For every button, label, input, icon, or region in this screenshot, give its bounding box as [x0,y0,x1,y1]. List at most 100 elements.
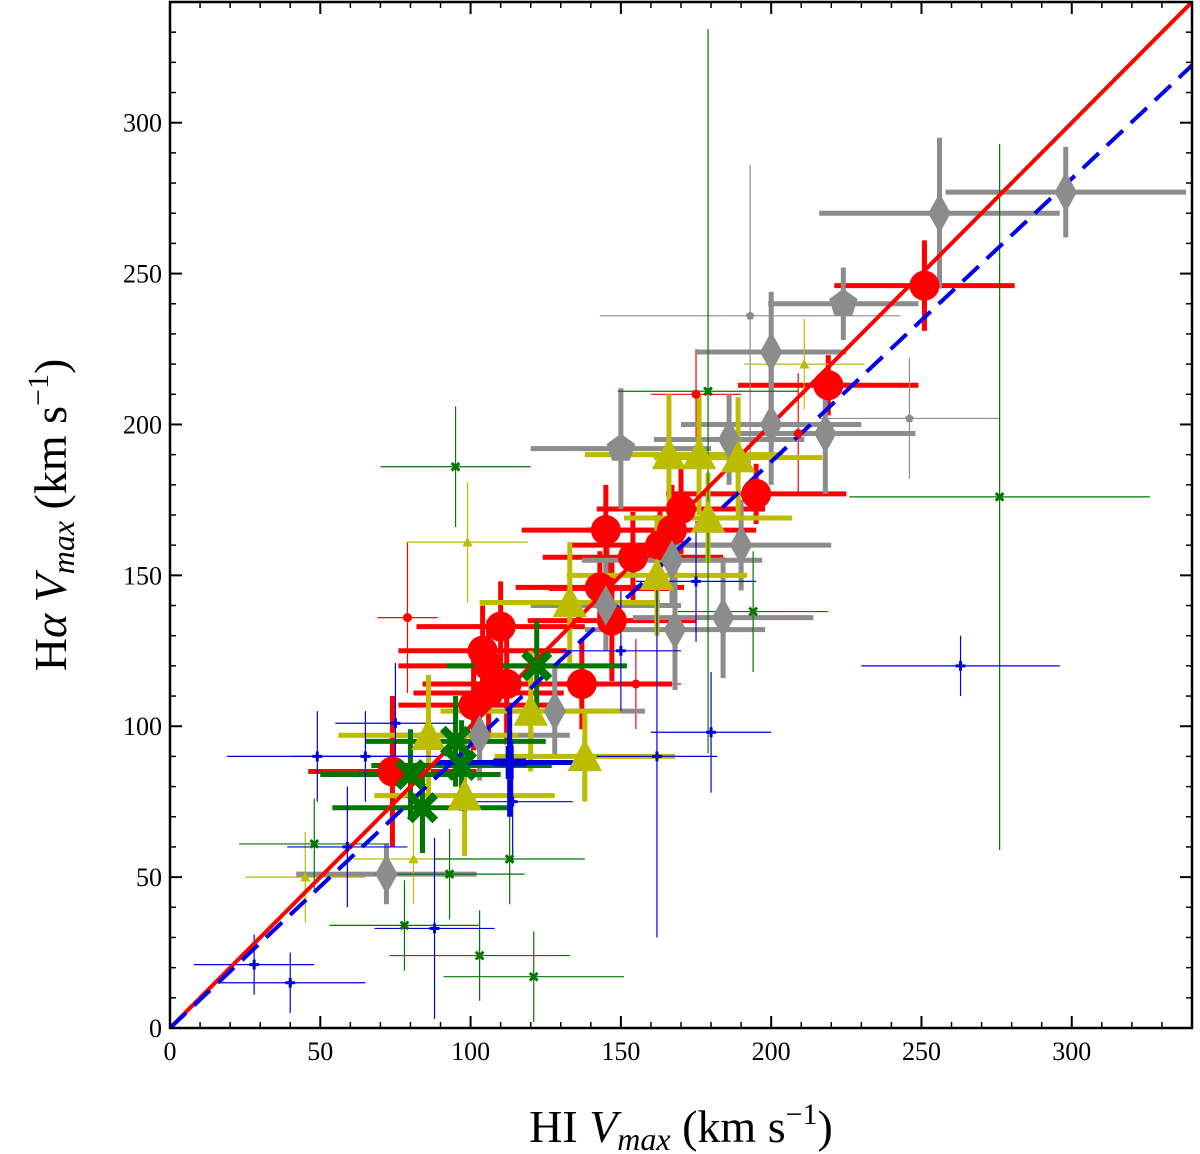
y-axis-label: Hα Vmax (km s−1) [22,359,81,672]
blue-plus-point-4 [312,751,323,762]
green-crosses-point-8-stroke-b [748,606,759,617]
data-markers [249,171,1078,988]
red-circles-point-10 [566,668,597,699]
red-circles-point-19 [691,389,701,399]
x-axis-label-close: ) [818,1101,833,1152]
blue-plus-point-11 [342,841,353,852]
green-crosses-point-5-stroke-b [450,461,461,472]
green-crosses-point-8 [748,606,759,617]
y-axis-label-sub: max [45,521,81,574]
x-axis-label-sub: max [617,1121,670,1154]
y-axis-label-unit: (km s [25,406,76,521]
gray-diamonds-point-2 [759,331,783,373]
green-crosses-point-9-stroke-b [474,950,485,961]
red-circles-point-1 [813,370,844,401]
axis-ticks: 0 50 100 150 200 250 300 0 50 100 150 200 250 300 [123,2,1192,1066]
red-circles-point-16 [458,690,489,721]
blue-plus-point-6 [429,923,440,934]
green-crosses-point-10-stroke-b [528,971,539,982]
gray-pentagons-point-0 [829,288,858,316]
blue-plus-point-3 [285,977,296,988]
green-crosses-point-14 [444,869,455,879]
green-crosses-point-13 [309,839,320,849]
yellow-triangles-point-9 [447,778,482,811]
green-crosses-point-3-stroke-b [394,758,427,791]
x-axis-label-prefix: HI [529,1101,589,1152]
green-crosses-point-1 [439,725,472,757]
gray-diamonds-point-7 [660,540,684,581]
blue-plus-point-10 [507,796,518,807]
gray-diamonds-point-6 [729,524,753,566]
red-circles-point-0 [909,270,940,301]
blue-plus-point-0 [493,745,527,779]
gray-diamonds-point-10 [594,585,618,626]
x-axis-label-var: V [589,1101,622,1152]
blue-plus-point-13 [706,727,717,738]
red-circles-point-2 [741,478,772,509]
gray-diamonds-point-12 [468,715,491,756]
yellow-triangles-point-1 [681,437,717,470]
blue-plus-point-1 [955,660,966,671]
x-tick-label-50: 50 [307,1037,333,1066]
blue-plus-point-8 [691,576,701,587]
x-tick-label-150: 150 [601,1037,640,1066]
green-crosses-point-9 [474,950,485,961]
yellow-triangles-point-0 [651,437,687,470]
x-tick-label-0: 0 [164,1037,177,1066]
green-crosses-point-2 [445,749,478,782]
gray-diamonds-point-3 [759,404,783,445]
yellow-triangles-point-7 [567,739,603,772]
gray-pentagons-point-2 [745,311,755,320]
y-tick-label-0: 0 [149,1014,162,1043]
gray-diamonds-point-0 [928,192,951,234]
blue-plus-point-2 [249,959,260,970]
y-axis-label-close: ) [25,359,76,374]
x-tick-label-100: 100 [451,1037,490,1066]
x-axis-label-unit: (km s [671,1101,786,1152]
gray-pentagons-point-1 [606,433,636,461]
yellow-triangles-point-8 [411,718,446,750]
y-axis-label-var: V [25,569,76,602]
red-circles-point-20 [793,429,803,439]
blue-plus-point-5 [360,751,371,762]
gray-diamonds-point-9 [711,597,735,638]
red-circles-point-11 [485,611,516,642]
red-circles-point-18 [402,613,412,623]
x-tick-label-200: 200 [752,1037,791,1066]
green-crosses-point-0 [521,650,553,682]
yellow-triangles-point-13 [408,853,419,864]
gray-diamonds-point-13 [375,853,398,895]
y-tick-label-300: 300 [123,109,162,138]
green-crosses-point-12 [399,920,410,931]
y-axis-label-greek: α [25,613,76,638]
yellow-triangles-point-3 [690,500,726,533]
y-tick-label-100: 100 [123,712,162,741]
yellow-triangles-point-4 [639,558,675,591]
red-circles-point-7 [617,542,648,573]
blue-plus-point-7 [652,751,662,762]
gray-diamonds-point-8 [663,609,687,650]
green-crosses-point-11-stroke-b [504,854,515,864]
red-circles-point-6 [590,515,621,546]
y-axis-label-sup: −1 [22,374,55,406]
yellow-triangles-point-5 [552,585,588,618]
gray-diamonds-point-4 [814,413,837,454]
green-crosses-point-12-stroke-b [399,920,410,931]
green-crosses-point-4 [406,792,439,824]
best-fit-line [170,63,1192,1028]
green-crosses-point-14-stroke-b [444,869,455,879]
gray-diamonds-point-1 [1054,171,1078,213]
yellow-triangles-point-12 [300,871,311,882]
yellow-triangles-point-10 [462,536,473,547]
green-crosses-point-6 [703,386,713,397]
green-crosses-point-2-stroke-b [445,749,478,782]
red-circles-point-21 [631,679,641,689]
green-crosses-point-11 [504,854,515,864]
blue-plus-point-9 [615,645,626,656]
green-crosses-point-0-stroke-b [521,650,553,682]
y-tick-label-50: 50 [136,863,162,892]
x-axis-label: HI Vmax (km s−1) [529,1098,833,1154]
green-crosses-point-7-stroke-b [994,492,1005,502]
green-crosses-point-13-stroke-b [309,839,320,849]
yellow-triangles-point-11 [799,358,810,369]
